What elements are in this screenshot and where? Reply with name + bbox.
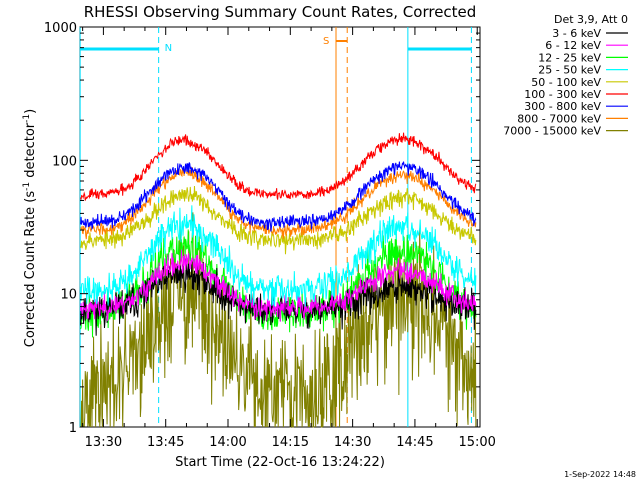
y-axis-label-sup2: -1 <box>22 114 32 123</box>
series-line-300-800-kev <box>80 161 477 232</box>
legend-entry-label: 7000 - 15000 keV <box>503 125 601 138</box>
legend-entry-label: 100 - 300 keV <box>524 88 601 101</box>
legend-entry-label: 25 - 50 keV <box>538 64 601 77</box>
y-axis-label-mid: detector <box>23 122 38 182</box>
x-tick-label: 14:15 <box>272 435 309 450</box>
y-axis-label: Corrected Count Rate (s-1 detector-1) <box>22 109 38 347</box>
legend-entry-label: 800 - 7000 keV <box>517 112 601 125</box>
legend-entry-label: 300 - 800 keV <box>524 100 601 113</box>
legend-title: Det 3,9, Att 0 <box>554 13 628 26</box>
x-tick-label: 13:45 <box>147 435 184 450</box>
y-axis-label-end: ) <box>23 109 38 114</box>
y-tick-label: 10 <box>60 288 77 303</box>
x-tick-label: 13:30 <box>85 435 122 450</box>
y-tick-label: 1000 <box>44 21 77 36</box>
x-tick-label: 14:00 <box>209 435 246 450</box>
y-tick-label: 1 <box>69 421 77 436</box>
y-axis-label-main: Corrected Count Rate (s <box>23 191 38 348</box>
x-tick-label: 14:45 <box>396 435 433 450</box>
legend-entry-label: 50 - 100 keV <box>531 76 601 89</box>
axis-layer: 13:30 13:45 14:00 14:15 14:30 14:45 15:00 1 10 10… <box>44 21 496 450</box>
series-layer <box>80 132 477 428</box>
night-label: N <box>165 43 172 54</box>
series-line-50-100-kev <box>80 186 477 255</box>
x-tick-label: 14:30 <box>334 435 371 450</box>
saa-label: S <box>323 36 329 47</box>
x-tick-label: 15:00 <box>458 435 495 450</box>
chart-title: RHESSI Observing Summary Count Rates, Co… <box>84 3 477 21</box>
series-line-6-12-kev <box>80 249 477 322</box>
x-axis-label: Start Time (22-Oct-16 13:24:22) <box>175 455 385 470</box>
legend-entry-label: 3 - 6 keV <box>552 27 601 40</box>
legend-entry-label: 6 - 12 keV <box>545 39 601 52</box>
footer-date: 1-Sep-2022 14:48 <box>564 470 636 479</box>
legend-entry-label: 12 - 25 keV <box>538 51 601 64</box>
series-line-25-50-kev <box>80 205 477 307</box>
y-axis-label-sup1: -1 <box>22 182 32 191</box>
y-tick-label: 100 <box>52 154 77 169</box>
series-line-100-300-kev <box>80 132 477 201</box>
